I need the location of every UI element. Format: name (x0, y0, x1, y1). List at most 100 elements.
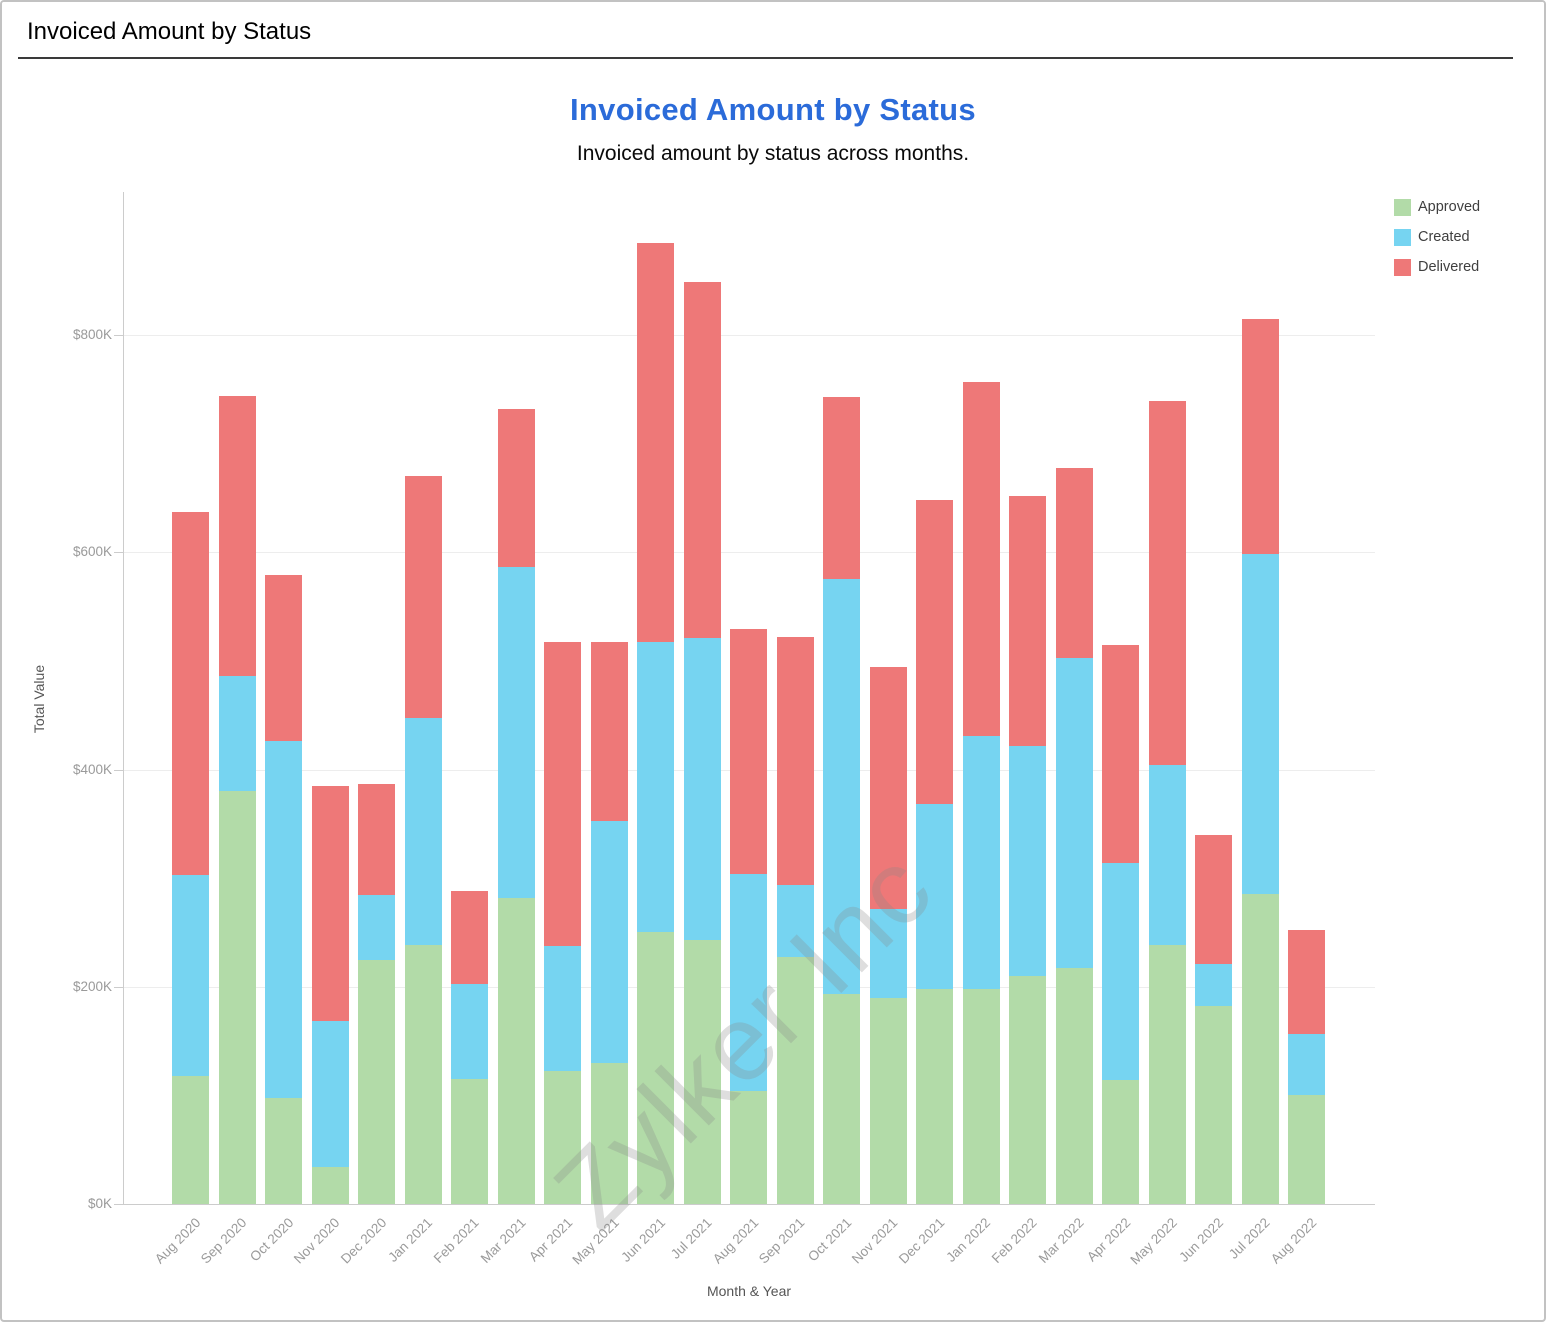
bar-segment-delivered-jan-2022[interactable] (962, 382, 1000, 736)
bar-segment-created-may-2021[interactable] (590, 821, 628, 1063)
y-tick-mark (114, 1204, 123, 1205)
bar-segment-created-oct-2020[interactable] (265, 741, 302, 1098)
x-tick-label: Dec 2020 (337, 1215, 390, 1267)
bar-segment-delivered-feb-2021[interactable] (451, 891, 488, 984)
report-header-title: Invoiced Amount by Status (27, 18, 312, 45)
bar-segment-approved-feb-2022[interactable] (1009, 976, 1046, 1204)
y-tick-mark (114, 986, 123, 988)
bar-segment-approved-jun-2022[interactable] (1195, 1006, 1232, 1204)
bar-segment-delivered-mar-2021[interactable] (497, 409, 535, 567)
bar-segment-approved-jul-2022[interactable] (1241, 894, 1279, 1204)
x-tick-label: Sep 2021 (756, 1215, 808, 1267)
legend-item-created[interactable]: Created (1394, 227, 1480, 247)
y-axis-line (123, 192, 124, 1204)
bar-segment-delivered-nov-2020[interactable] (311, 786, 349, 1021)
header-divider (18, 57, 1513, 59)
bar-segment-delivered-dec-2021[interactable] (916, 500, 953, 804)
x-tick-label: Oct 2021 (804, 1215, 855, 1265)
bar-segment-approved-sep-2021[interactable] (776, 957, 814, 1204)
bar-segment-approved-oct-2020[interactable] (265, 1098, 302, 1204)
bar-segment-created-apr-2022[interactable] (1102, 863, 1139, 1080)
gridline-$600K (123, 552, 1375, 554)
bar-segment-approved-apr-2021[interactable] (544, 1071, 581, 1204)
bar-segment-approved-mar-2022[interactable] (1055, 968, 1093, 1204)
bar-segment-delivered-oct-2021[interactable] (823, 397, 860, 579)
bar-segment-created-feb-2022[interactable] (1009, 746, 1046, 976)
bar-segment-delivered-dec-2020[interactable] (358, 784, 395, 895)
y-tick-mark (114, 552, 123, 554)
x-tick-label: Mar 2022 (1035, 1215, 1087, 1266)
x-axis-title: Month & Year (706, 1283, 792, 1299)
bar-segment-delivered-apr-2021[interactable] (544, 642, 581, 946)
bar-segment-delivered-may-2022[interactable] (1148, 401, 1186, 765)
legend-item-delivered[interactable]: Delivered (1394, 257, 1480, 277)
x-tick-label: Aug 2020 (151, 1215, 204, 1267)
bar-segment-created-dec-2021[interactable] (916, 804, 953, 989)
bar-segment-approved-dec-2021[interactable] (916, 989, 953, 1204)
bar-segment-approved-oct-2021[interactable] (823, 994, 860, 1204)
bar-segment-approved-nov-2021[interactable] (869, 998, 907, 1204)
bar-segment-approved-apr-2022[interactable] (1102, 1080, 1139, 1204)
bar-segment-delivered-jan-2021[interactable] (404, 476, 442, 718)
bar-segment-created-apr-2021[interactable] (544, 946, 581, 1071)
bar-segment-created-jul-2022[interactable] (1241, 554, 1279, 894)
bar-segment-created-nov-2021[interactable] (869, 909, 907, 998)
bar-segment-created-sep-2021[interactable] (776, 885, 814, 957)
bar-segment-delivered-oct-2020[interactable] (265, 575, 302, 741)
bar-segment-created-mar-2021[interactable] (497, 567, 535, 898)
bar-segment-approved-dec-2020[interactable] (358, 960, 395, 1204)
bar-segment-delivered-apr-2022[interactable] (1102, 645, 1139, 863)
x-tick-label: Jan 2022 (943, 1215, 994, 1265)
bar-segment-created-jun-2021[interactable] (637, 642, 674, 932)
bar-segment-approved-may-2022[interactable] (1148, 945, 1186, 1204)
bar-segment-created-jul-2021[interactable] (683, 638, 721, 940)
x-axis-line (123, 1204, 1375, 1205)
y-tick-label: $0K (87, 1196, 112, 1211)
bar-segment-created-jan-2022[interactable] (962, 736, 1000, 989)
bar-segment-delivered-may-2021[interactable] (590, 642, 628, 821)
bar-segment-approved-may-2021[interactable] (590, 1063, 628, 1204)
x-tick-label: Oct 2020 (246, 1215, 297, 1265)
bar-segment-approved-jul-2021[interactable] (683, 940, 721, 1204)
bar-segment-delivered-nov-2021[interactable] (869, 667, 907, 909)
bar-segment-delivered-jun-2021[interactable] (637, 243, 674, 642)
bar-segment-delivered-jul-2021[interactable] (683, 282, 721, 638)
bar-segment-delivered-sep-2021[interactable] (776, 637, 814, 885)
bar-segment-approved-aug-2021[interactable] (730, 1091, 767, 1204)
bar-segment-created-jun-2022[interactable] (1195, 964, 1232, 1006)
bar-segment-delivered-mar-2022[interactable] (1055, 468, 1093, 658)
bar-segment-created-dec-2020[interactable] (358, 895, 395, 960)
bar-segment-approved-jan-2022[interactable] (962, 989, 1000, 1204)
legend-item-approved[interactable]: Approved (1394, 197, 1480, 217)
bar-segment-approved-aug-2022[interactable] (1288, 1095, 1325, 1204)
bar-segment-approved-feb-2021[interactable] (451, 1079, 488, 1204)
bar-segment-approved-nov-2020[interactable] (311, 1167, 349, 1204)
bar-segment-created-aug-2022[interactable] (1288, 1034, 1325, 1095)
bar-segment-approved-mar-2021[interactable] (497, 898, 535, 1204)
bar-segment-created-sep-2020[interactable] (218, 676, 256, 791)
bar-segment-approved-aug-2020[interactable] (172, 1076, 209, 1204)
bar-segment-approved-sep-2020[interactable] (218, 791, 256, 1204)
bar-segment-created-mar-2022[interactable] (1055, 658, 1093, 968)
bar-segment-created-feb-2021[interactable] (451, 984, 488, 1079)
bar-segment-delivered-jun-2022[interactable] (1195, 835, 1232, 964)
bar-segment-delivered-aug-2020[interactable] (172, 512, 209, 875)
bar-segment-created-jan-2021[interactable] (404, 718, 442, 945)
bar-segment-approved-jun-2021[interactable] (637, 932, 674, 1204)
bar-segment-delivered-jul-2022[interactable] (1241, 319, 1279, 554)
bar-segment-created-aug-2020[interactable] (172, 875, 209, 1076)
bar-segment-approved-jan-2021[interactable] (404, 945, 442, 1204)
bar-segment-created-aug-2021[interactable] (730, 874, 767, 1091)
legend-swatch-created (1394, 228, 1411, 246)
bar-segment-delivered-aug-2022[interactable] (1288, 930, 1325, 1034)
bar-segment-delivered-aug-2021[interactable] (730, 629, 767, 874)
bar-segment-created-nov-2020[interactable] (311, 1021, 349, 1167)
x-tick-label: Jun 2021 (618, 1215, 669, 1265)
bar-segment-delivered-feb-2022[interactable] (1009, 496, 1046, 746)
bar-segment-delivered-sep-2020[interactable] (218, 396, 256, 676)
bar-segment-created-oct-2021[interactable] (823, 579, 860, 994)
bar-segment-created-may-2022[interactable] (1148, 765, 1186, 945)
legend-label: Delivered (1418, 259, 1480, 275)
x-tick-label: Aug 2021 (709, 1215, 762, 1267)
